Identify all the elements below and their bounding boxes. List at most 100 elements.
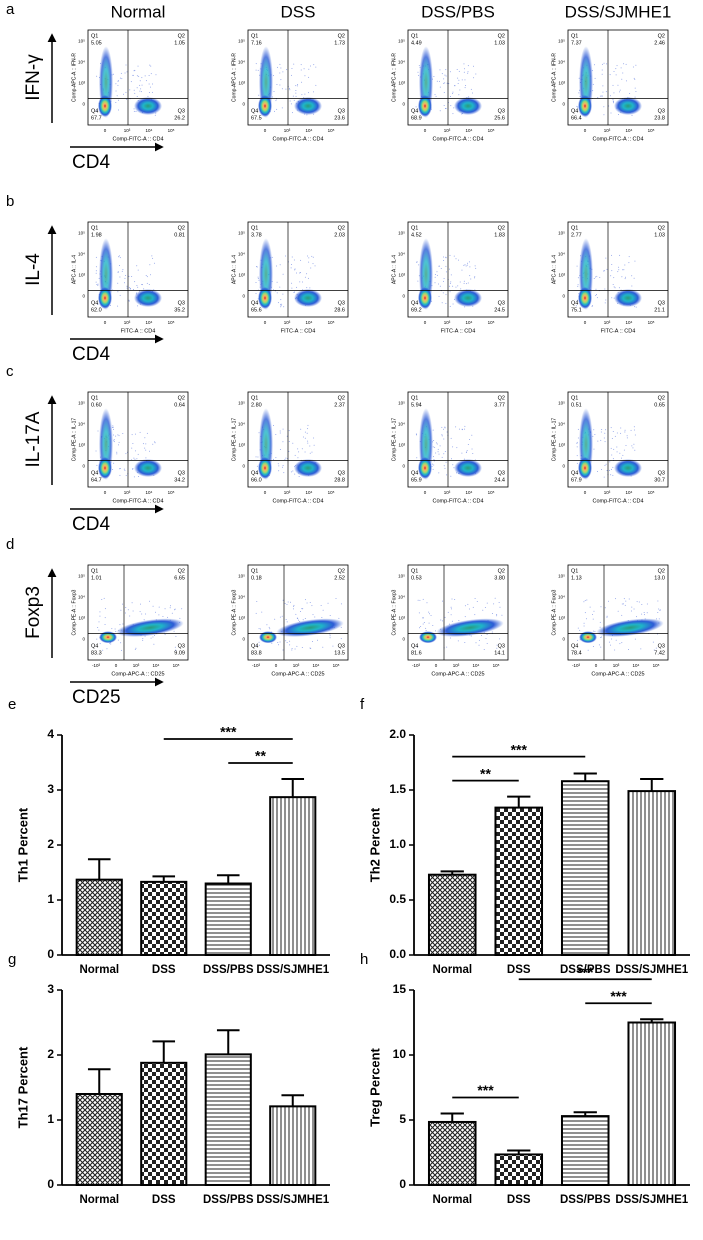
event-dot xyxy=(285,457,287,459)
event-dot xyxy=(291,287,293,289)
event-dot xyxy=(415,106,417,108)
event-dot xyxy=(290,74,292,76)
event-dot xyxy=(613,70,615,72)
event-dot xyxy=(277,302,279,304)
event-dot xyxy=(473,277,475,279)
x-tick-label: 0 xyxy=(275,663,278,668)
event-dot xyxy=(95,110,97,112)
event-dot xyxy=(620,432,622,434)
quadrant-value: 62.0 xyxy=(91,307,102,313)
event-dot xyxy=(145,449,147,451)
event-dot xyxy=(152,257,154,259)
event-dot xyxy=(307,92,309,94)
event-dot xyxy=(282,293,284,295)
event-dot xyxy=(118,256,120,258)
event-dot xyxy=(145,443,147,445)
event-dot xyxy=(631,285,633,287)
x-tick-label: DSS/PBS xyxy=(560,964,611,976)
y-tick-label: 10⁴ xyxy=(238,594,245,599)
event-dot xyxy=(443,438,445,440)
quadrant-value: 2.03 xyxy=(334,232,345,238)
event-dot xyxy=(118,435,120,437)
plot-frame xyxy=(567,564,669,661)
event-dot xyxy=(599,95,601,97)
x-tick-label: 10³ xyxy=(453,663,460,668)
y-tick-label: 0 xyxy=(402,463,405,468)
significance-label: *** xyxy=(577,964,594,980)
event-dot xyxy=(430,615,432,617)
event-dot xyxy=(340,638,342,640)
quadrant-value: 5.94 xyxy=(411,402,422,408)
event-dot xyxy=(619,452,621,454)
event-dot xyxy=(175,649,177,651)
event-dot xyxy=(127,609,129,611)
population xyxy=(98,287,112,309)
event-dot xyxy=(137,453,139,455)
event-dot xyxy=(415,434,417,436)
x-tick-label: 0 xyxy=(115,663,118,668)
quadrant-name: Q3 xyxy=(178,643,185,649)
event-dot xyxy=(125,453,127,455)
event-dot xyxy=(291,112,293,114)
column-header: DSS xyxy=(281,2,316,21)
quadrant-name: Q2 xyxy=(178,568,185,574)
event-dot xyxy=(280,79,282,81)
event-dot xyxy=(148,75,150,77)
quadrant-value: 5.05 xyxy=(91,40,102,46)
event-dot xyxy=(304,437,306,439)
y-tick-label: 10⁴ xyxy=(78,59,85,64)
event-dot xyxy=(304,618,306,620)
event-dot xyxy=(312,614,314,616)
event-dot xyxy=(255,456,257,458)
event-dot xyxy=(320,605,322,607)
event-dot xyxy=(593,610,595,612)
x-tick-label: 10⁵ xyxy=(328,320,335,325)
event-dot xyxy=(475,267,477,269)
event-dot xyxy=(459,281,461,283)
event-dot xyxy=(634,434,636,436)
quadrant-name: Q2 xyxy=(338,568,345,574)
event-dot xyxy=(301,94,303,96)
y-tick-label: 10⁵ xyxy=(78,39,85,44)
event-dot xyxy=(597,440,599,442)
event-dot xyxy=(280,305,282,307)
bar xyxy=(140,1061,188,1187)
y-tick-label: 10⁵ xyxy=(78,231,85,236)
quadrant-name: Q3 xyxy=(178,470,185,476)
x-axis-title: Comp-FITC-A :: CD4 xyxy=(272,136,323,142)
quadrant-name: Q1 xyxy=(91,33,98,39)
quadrant-name: Q4 xyxy=(411,643,418,649)
quadrant-value: 28.8 xyxy=(334,477,345,483)
event-dot xyxy=(131,434,133,436)
population xyxy=(418,457,432,479)
bar xyxy=(560,1115,610,1186)
event-dot xyxy=(415,433,417,435)
event-dot xyxy=(297,457,299,459)
event-dot xyxy=(603,62,605,64)
event-dot xyxy=(471,434,473,436)
event-dot xyxy=(118,441,120,443)
quadrant-name: Q2 xyxy=(498,33,505,39)
significance-label: ** xyxy=(480,765,491,781)
y-tick-label: 10³ xyxy=(558,615,565,620)
event-dot xyxy=(618,287,620,289)
event-dot xyxy=(98,629,100,631)
event-dot xyxy=(101,599,103,601)
quadrant-value: 83.3 xyxy=(91,650,102,656)
y-axis-title: Comp-APC-A :: IFN-R xyxy=(231,53,237,102)
y-tick-label: 3 xyxy=(47,782,54,796)
y-tick-label: 10³ xyxy=(558,272,565,277)
event-dot xyxy=(256,471,258,473)
error-bar xyxy=(152,1040,176,1063)
x-tick-label: DSS/SJMHE1 xyxy=(615,1194,688,1206)
event-dot xyxy=(456,69,458,71)
quadrant-name: Q1 xyxy=(91,225,98,231)
event-dot xyxy=(432,624,434,626)
event-dot xyxy=(111,628,113,630)
y-axis-title: Comp-APC-A :: IFN-R xyxy=(391,53,397,102)
y-tick-label: 10⁵ xyxy=(78,574,85,579)
population xyxy=(134,97,162,115)
y-tick-label: 0 xyxy=(47,1177,54,1191)
event-dot xyxy=(464,425,466,427)
event-dot xyxy=(292,470,294,472)
